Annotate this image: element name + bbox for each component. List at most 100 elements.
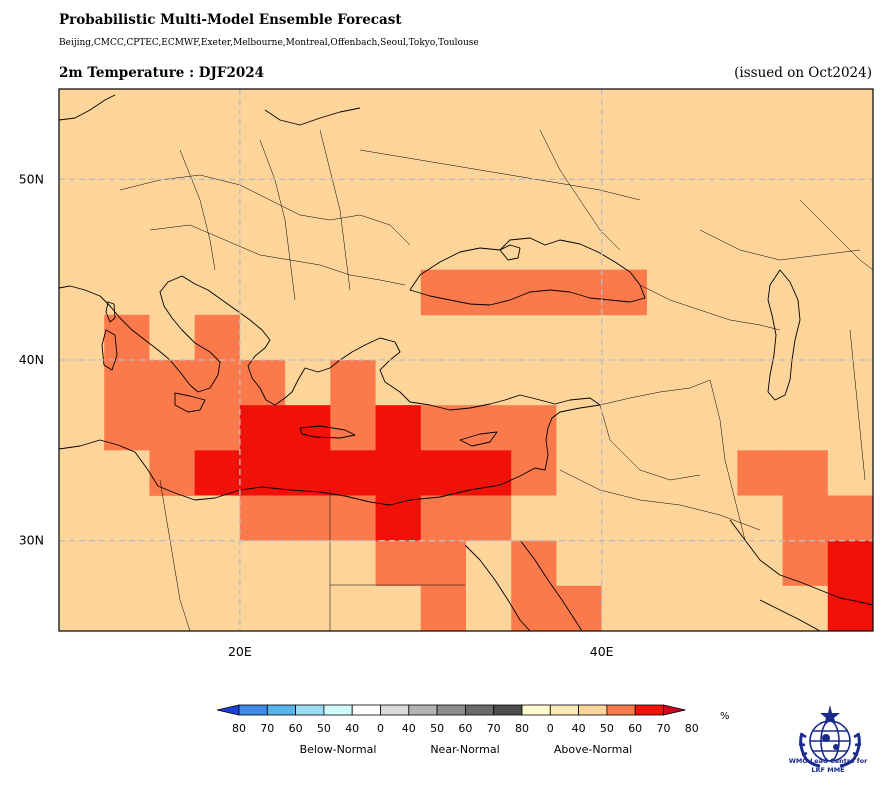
forecast-title: Probabilistic Multi-Model Ensemble Forec… [59, 12, 402, 28]
probability-cell [59, 360, 105, 406]
wmo-caption-line-2: LRF MME [811, 766, 845, 774]
border-ukraine [359, 149, 641, 201]
colorbar-segment [380, 704, 410, 716]
probability-cell [420, 450, 467, 496]
probability-cell [511, 540, 557, 587]
colorbar-tick-label: 60 [289, 722, 303, 735]
probability-cell [646, 450, 693, 496]
probability-cell [556, 224, 603, 271]
probability-cell [556, 405, 603, 451]
probability-cell [782, 585, 829, 631]
probability-cell [737, 405, 783, 451]
probability-cell [104, 405, 150, 451]
probability-cell [737, 540, 783, 587]
probability-cell [375, 495, 422, 542]
probability-cell [782, 450, 829, 496]
probability-cell [466, 405, 512, 451]
probability-cell [239, 405, 286, 451]
border-saudi [559, 469, 761, 531]
probability-cell [59, 269, 105, 316]
probability-cell [375, 450, 422, 496]
probability-cell [285, 540, 331, 587]
colorbar-tick-label: 70 [487, 722, 501, 735]
probability-cell [646, 495, 693, 542]
colorbar-tick-label: 70 [260, 722, 274, 735]
probability-cell [737, 450, 783, 496]
probability-cell [239, 540, 286, 587]
colorbar-tick-label: 40 [572, 722, 586, 735]
probability-cell [466, 540, 512, 587]
probability-cell [104, 360, 150, 406]
probability-cell [466, 450, 512, 496]
probability-cell [285, 360, 331, 406]
colorbar-tick-label: 60 [628, 722, 642, 735]
probability-cell [556, 585, 603, 631]
colorbar-segment [493, 704, 523, 716]
probability-cell [601, 450, 648, 496]
probability-cell [511, 405, 557, 451]
country-borders [119, 129, 873, 631]
coastline-sicily [174, 392, 206, 413]
longitude-labels: 20E 40E [228, 644, 614, 659]
probability-cells [59, 224, 873, 631]
probability-cell [782, 495, 829, 542]
probability-cell [330, 405, 376, 451]
probability-cell [239, 495, 286, 542]
border-europe-1 [119, 174, 411, 246]
probability-cell [194, 405, 241, 451]
probability-cell [285, 450, 331, 496]
probability-cell [646, 585, 693, 631]
colorbar-unit: % [720, 711, 730, 722]
probability-cell [737, 224, 783, 271]
probability-cell [556, 495, 603, 542]
coastline-baltic [264, 107, 361, 126]
wmo-caption-line-1: WMO Lead Centre for [788, 757, 868, 765]
border-kazakh [699, 229, 861, 261]
colorbar-tick-label: 80 [232, 722, 246, 735]
probability-cell [420, 405, 467, 451]
latitude-label: 50N [19, 171, 44, 186]
probability-cell [149, 314, 196, 361]
border-europe-4 [259, 139, 296, 301]
map-frame [58, 88, 874, 632]
probability-cell [194, 360, 241, 406]
colorbar-tick-label: 40 [402, 722, 416, 735]
probability-cell [375, 585, 422, 631]
probability-cell [601, 540, 648, 587]
colorbar-segment [323, 704, 353, 716]
coastline-italy [59, 275, 221, 393]
probability-cell [827, 585, 873, 631]
colorbar-tick-label: 50 [600, 722, 614, 735]
probability-cell [737, 585, 783, 631]
probability-cell [149, 269, 196, 316]
variable-period-label: 2m Temperature : DJF2024 [59, 65, 265, 81]
probability-cell [466, 495, 512, 542]
probability-cell [330, 585, 376, 631]
probability-cell [239, 360, 286, 406]
border-russia [539, 129, 621, 251]
probability-cell [420, 540, 467, 587]
probability-cell [692, 585, 738, 631]
coastline-red-sea-east [519, 539, 583, 631]
probability-cell [375, 360, 422, 406]
probability-cell [646, 405, 693, 451]
probability-cell [149, 450, 196, 496]
border-caucasus [639, 284, 781, 331]
probability-cell [511, 495, 557, 542]
probability-cell [194, 450, 241, 496]
colorbar-segment [634, 704, 664, 716]
colorbar-tick-label: 70 [657, 722, 671, 735]
coastline-persian-gulf [729, 519, 873, 606]
border-europe-3 [179, 149, 216, 271]
probability-cell [646, 360, 693, 406]
probability-cell [330, 495, 376, 542]
probability-cell [511, 585, 557, 631]
probability-cell [149, 360, 196, 406]
probability-cell [782, 269, 829, 316]
colorbar-segment [238, 704, 268, 716]
probability-cell [782, 314, 829, 361]
probability-cell [466, 224, 512, 271]
probability-cell [59, 314, 105, 361]
contributing-centres: Beijing,CMCC,CPTEC,ECMWF,Exeter,Melbourn… [59, 38, 479, 48]
